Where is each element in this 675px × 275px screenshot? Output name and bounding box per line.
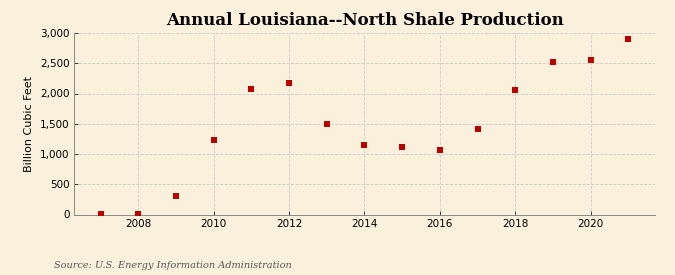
Point: [209, 138, 219, 142]
Point: [284, 80, 294, 85]
Point: [472, 126, 483, 131]
Point: [510, 88, 520, 93]
Text: Source: U.S. Energy Information Administration: Source: U.S. Energy Information Administ…: [54, 260, 292, 270]
Point: [246, 86, 256, 91]
Title: Annual Louisiana--North Shale Production: Annual Louisiana--North Shale Production: [165, 12, 564, 29]
Y-axis label: Billion Cubic Feet: Billion Cubic Feet: [24, 76, 34, 172]
Point: [435, 148, 446, 152]
Point: [171, 194, 182, 199]
Point: [397, 145, 408, 149]
Point: [321, 122, 332, 126]
Point: [359, 143, 370, 147]
Point: [547, 60, 558, 64]
Point: [133, 212, 144, 216]
Point: [623, 37, 634, 41]
Point: [585, 57, 596, 62]
Point: [95, 212, 106, 216]
